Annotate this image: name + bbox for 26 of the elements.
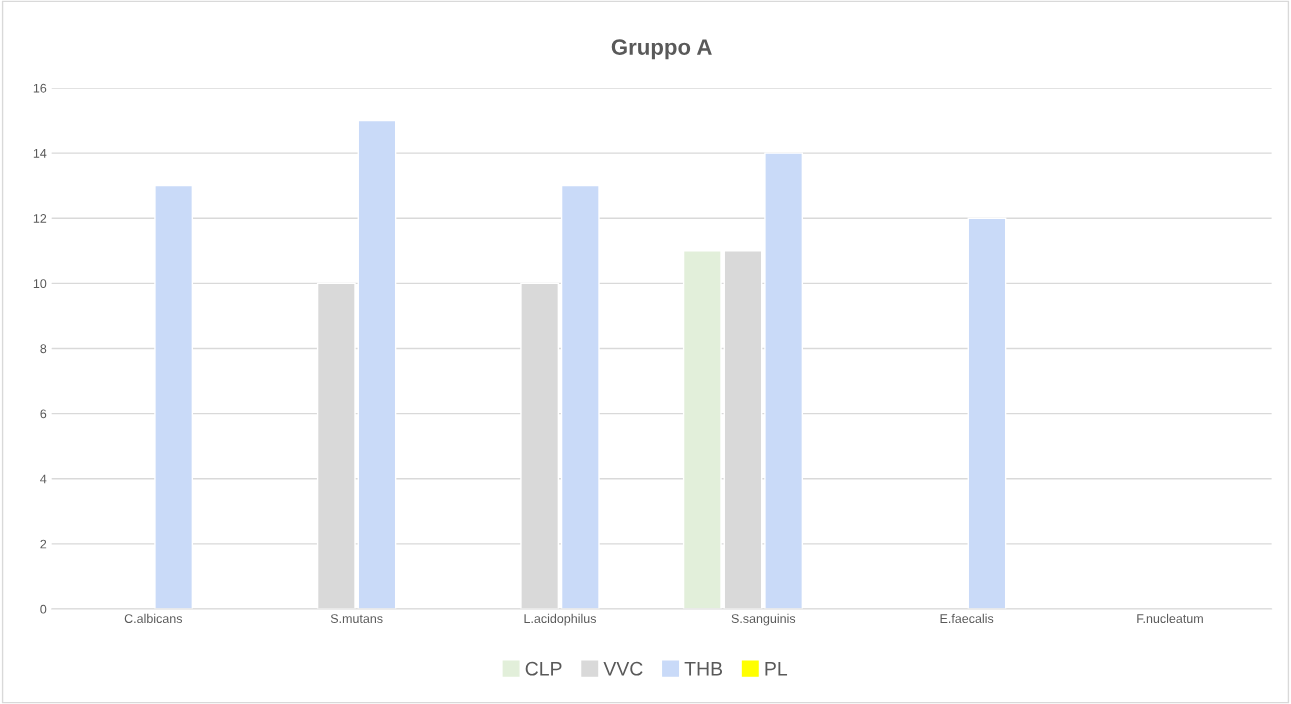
bar xyxy=(682,250,722,609)
bar xyxy=(764,152,804,609)
x-tick-label: L.acidophilus xyxy=(524,613,597,626)
y-tick-label: 16 xyxy=(33,83,47,93)
x-tick-label: S.sanguinis xyxy=(731,613,796,626)
bar xyxy=(967,217,1007,609)
legend-label: PL xyxy=(765,662,788,676)
y-tick-label: 12 xyxy=(33,214,47,223)
legend-label: THB xyxy=(684,662,723,676)
x-tick-label: E.faecalis xyxy=(940,613,994,623)
y-tick-label: 0 xyxy=(40,604,47,614)
legend-label: VVC xyxy=(603,661,643,676)
y-tick-label: 8 xyxy=(40,344,47,354)
y-tick-label: 14 xyxy=(33,149,47,158)
bar xyxy=(357,119,397,609)
y-tick-label: 6 xyxy=(40,409,47,419)
bar xyxy=(560,184,600,609)
y-tick-label: 10 xyxy=(33,279,47,289)
bar xyxy=(154,184,194,609)
chart-title: Gruppo A xyxy=(611,39,712,60)
y-tick-label: 4 xyxy=(40,474,47,484)
x-tick-label: C.albicans xyxy=(124,613,183,623)
y-tick-label: 2 xyxy=(40,539,47,549)
x-tick-label: S.mutans xyxy=(330,614,383,623)
legend-label: CLP xyxy=(525,661,562,676)
x-tick-label: F.nucleatum xyxy=(1137,613,1203,623)
